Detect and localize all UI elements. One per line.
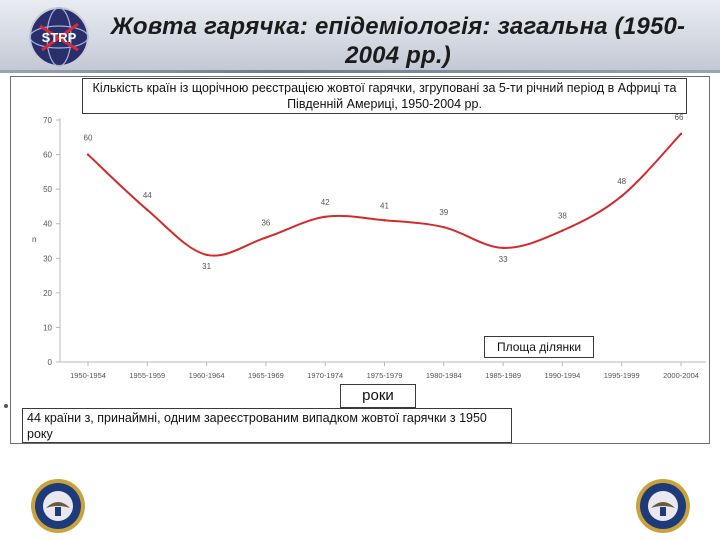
data-label: 60 (84, 134, 93, 143)
data-label: 48 (617, 177, 626, 186)
data-point (561, 229, 564, 232)
data-point (620, 194, 623, 198)
header-divider (0, 70, 720, 73)
data-label: 36 (261, 219, 270, 228)
y-tick-label: 30 (43, 254, 52, 263)
data-label: 38 (558, 212, 567, 221)
bullet-dot (4, 404, 8, 408)
x-tick-label: 1955-1959 (129, 371, 165, 380)
data-point (679, 132, 683, 136)
dod-seal-right-icon (635, 478, 691, 539)
y-tick-label: 70 (43, 116, 52, 125)
y-tick-label: 60 (43, 151, 52, 160)
data-point (146, 208, 149, 212)
series-line (87, 133, 682, 257)
data-label: 41 (380, 201, 389, 210)
logo-text: STRP (42, 30, 77, 45)
y-tick-label: 10 (43, 323, 52, 332)
plot-area-label: Площа ділянки (484, 336, 594, 358)
data-label: 44 (143, 191, 152, 200)
x-tick-label: 2000-2004 (663, 371, 699, 380)
data-label: 39 (439, 208, 448, 217)
strp-logo: STRP (26, 6, 92, 68)
y-tick-label: 20 (43, 289, 52, 298)
x-tick-label: 1980-1984 (426, 371, 462, 380)
chart-title: Кількість країн із щорічною реєстрацією … (82, 78, 687, 114)
x-axis-label: роки (340, 384, 416, 408)
chart-data-labels: 60 44 31 36 42 41 39 33 38 48 66 (84, 113, 684, 271)
data-point (383, 219, 386, 222)
chart-tick-labels: 0 10 20 30 40 50 60 70 1950-1954 1955-1959 1960-19… (43, 116, 699, 380)
y-tick-label: 40 (43, 220, 52, 229)
y-tick-label: 50 (43, 185, 52, 194)
x-tick-label: 1950-1954 (70, 371, 106, 380)
data-label: 66 (675, 113, 684, 122)
chart-axes (56, 118, 706, 366)
data-label: 42 (321, 198, 330, 207)
x-tick-label: 1990-1994 (544, 371, 580, 380)
data-point (86, 153, 90, 156)
data-point (324, 215, 327, 218)
x-tick-label: 1995-1999 (604, 371, 640, 380)
x-tick-label: 1975-1979 (367, 371, 403, 380)
data-point (264, 236, 268, 239)
x-tick-label: 1965-1969 (248, 371, 284, 380)
dod-seal-left-icon (30, 478, 86, 539)
data-label: 33 (499, 255, 508, 264)
x-tick-label: 1985-1989 (485, 371, 521, 380)
slide-title: Жовта гарячка: епідеміологія: загальна (… (110, 13, 686, 69)
data-point (442, 225, 445, 229)
note-text: 44 країни з, принаймні, одним зареєстров… (22, 408, 512, 443)
chart-series (86, 132, 683, 257)
data-point (501, 246, 505, 250)
y-tick-label: 0 (48, 358, 53, 367)
x-tick-label: 1960-1964 (189, 371, 225, 380)
y-axis-label: n (32, 235, 36, 244)
data-label: 31 (202, 262, 211, 271)
header-band (0, 0, 720, 72)
chart-frame (10, 76, 710, 444)
data-point (205, 253, 208, 257)
x-tick-label: 1970-1974 (307, 371, 343, 380)
